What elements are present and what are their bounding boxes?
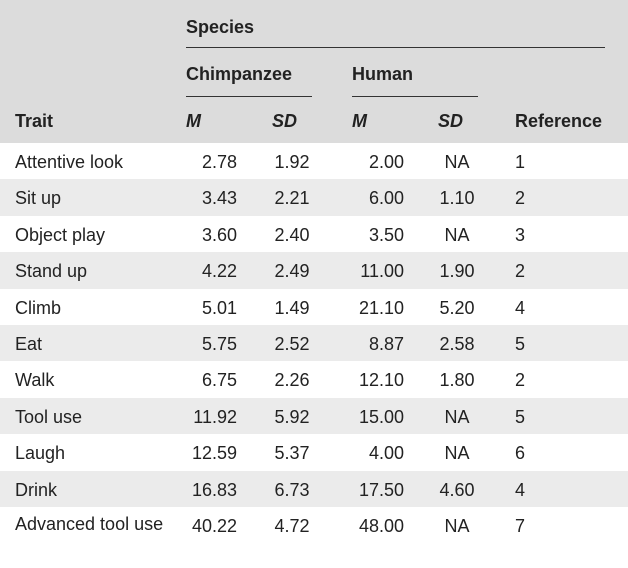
trait-cell: Walk [15,370,55,391]
value-cell: 2.49 [274,261,310,282]
value-cell: 4 [514,479,525,500]
trait-cell: Tool use [15,406,83,427]
value-cell: 11.92 [193,406,237,427]
value-cell: 1.92 [274,152,310,172]
trait-cell: Stand up [15,261,88,282]
value-cell: NA [444,406,470,427]
value-cell: 1.49 [274,297,310,318]
value-cell: 6.73 [274,479,310,500]
value-cell: 5 [514,334,525,354]
value-cell: 2.58 [439,334,475,354]
value-cell: 8.87 [368,334,404,354]
value-cell: 5.01 [201,297,237,318]
value-cell: 16.83 [191,479,237,500]
trait-cell: Eat [15,334,43,354]
value-cell: 12.10 [358,370,404,391]
value-cell: 1.80 [439,370,475,391]
value-cell: 2.21 [274,188,310,209]
value-cell: 1.10 [439,188,475,209]
table-row: Object play 3.60 2.40 3.50 NA 3 [0,216,628,252]
header-rule [186,96,312,97]
value-cell: 15.00 [358,406,404,427]
value-cell: 6.75 [201,370,237,391]
column-header: Trait [15,111,54,131]
value-cell: 2.52 [274,334,310,354]
column-header: SD [438,111,464,131]
value-cell: 5.75 [201,334,237,354]
trait-cell: Sit up [15,188,62,209]
header-rule [352,96,478,97]
table-row: Tool use 11.92 5.92 15.00 NA 5 [0,397,628,435]
value-cell: 7 [514,516,525,536]
group-header: Human [352,64,414,84]
value-cell: NA [444,152,470,172]
value-cell: 2.26 [274,370,310,391]
trait-cell: Climb [15,297,62,318]
value-cell: 21.10 [358,297,404,318]
value-cell: 2 [514,188,525,209]
value-cell: NA [444,516,470,536]
value-cell: NA [444,443,470,464]
value-cell: 17.50 [358,479,404,500]
value-cell: 2 [514,261,525,282]
table-row: Attentive look 2.78 1.92 2.00 NA 1 [0,143,628,179]
table-row: Walk 6.75 2.26 12.10 1.80 2 [0,361,628,397]
value-cell: 4.60 [439,479,475,500]
value-cell: 3.60 [201,224,237,245]
value-cell: 11.00 [360,261,404,282]
value-cell: 2.78 [201,152,237,172]
value-cell: 6 [514,443,525,464]
value-cell: 40.22 [191,516,237,536]
value-cell: 4.00 [368,443,404,464]
value-cell: 2.00 [368,152,404,172]
value-cell: 5.37 [274,443,310,464]
trait-cell: Laugh [15,443,66,464]
value-cell: 5.92 [274,406,310,427]
value-cell: 3.43 [201,188,237,209]
table-row: Drink 16.83 6.73 17.50 4.60 4 [0,470,628,507]
value-cell: 5 [514,406,525,427]
trait-cell: Object play [15,224,106,245]
column-header: SD [272,111,298,131]
value-cell: NA [444,224,470,245]
column-header: M [186,111,201,131]
value-cell: 1 [514,152,525,172]
value-cell: 2 [514,370,525,391]
value-cell: 4 [514,297,525,318]
table-row: Advanced tool use 40.22 4.72 48.00 NA 7 [0,507,628,568]
species-header: Species [186,17,255,37]
value-cell: 4.22 [201,261,237,282]
table-row: Eat 5.75 2.52 8.87 2.58 5 [0,325,628,362]
value-cell: 2.40 [274,224,310,245]
group-header: Chimpanzee [186,64,293,84]
value-cell: 4.72 [274,516,310,536]
trait-cell: Drink [15,479,58,500]
value-cell: 3 [514,224,525,245]
table-row: Climb 5.01 1.49 21.10 5.20 4 [0,289,628,325]
header-rule [186,47,605,48]
value-cell: 48.00 [358,516,404,536]
header-background [0,0,628,143]
table-row: Laugh 12.59 5.37 4.00 NA 6 [0,434,628,470]
table-row: Stand up 4.22 2.49 11.00 1.90 2 [0,252,628,289]
value-cell: 1.90 [439,261,475,282]
table-row: Sit up 3.43 2.21 6.00 1.10 2 [0,179,628,216]
trait-cell: Attentive look [15,152,124,172]
trait-cell: Advanced tool use [15,514,164,534]
value-cell: 6.00 [368,188,404,209]
column-header: Reference [515,111,603,131]
value-cell: 12.59 [191,443,237,464]
value-cell: 5.20 [439,297,475,318]
value-cell: 3.50 [368,224,404,245]
column-header: M [352,111,367,131]
